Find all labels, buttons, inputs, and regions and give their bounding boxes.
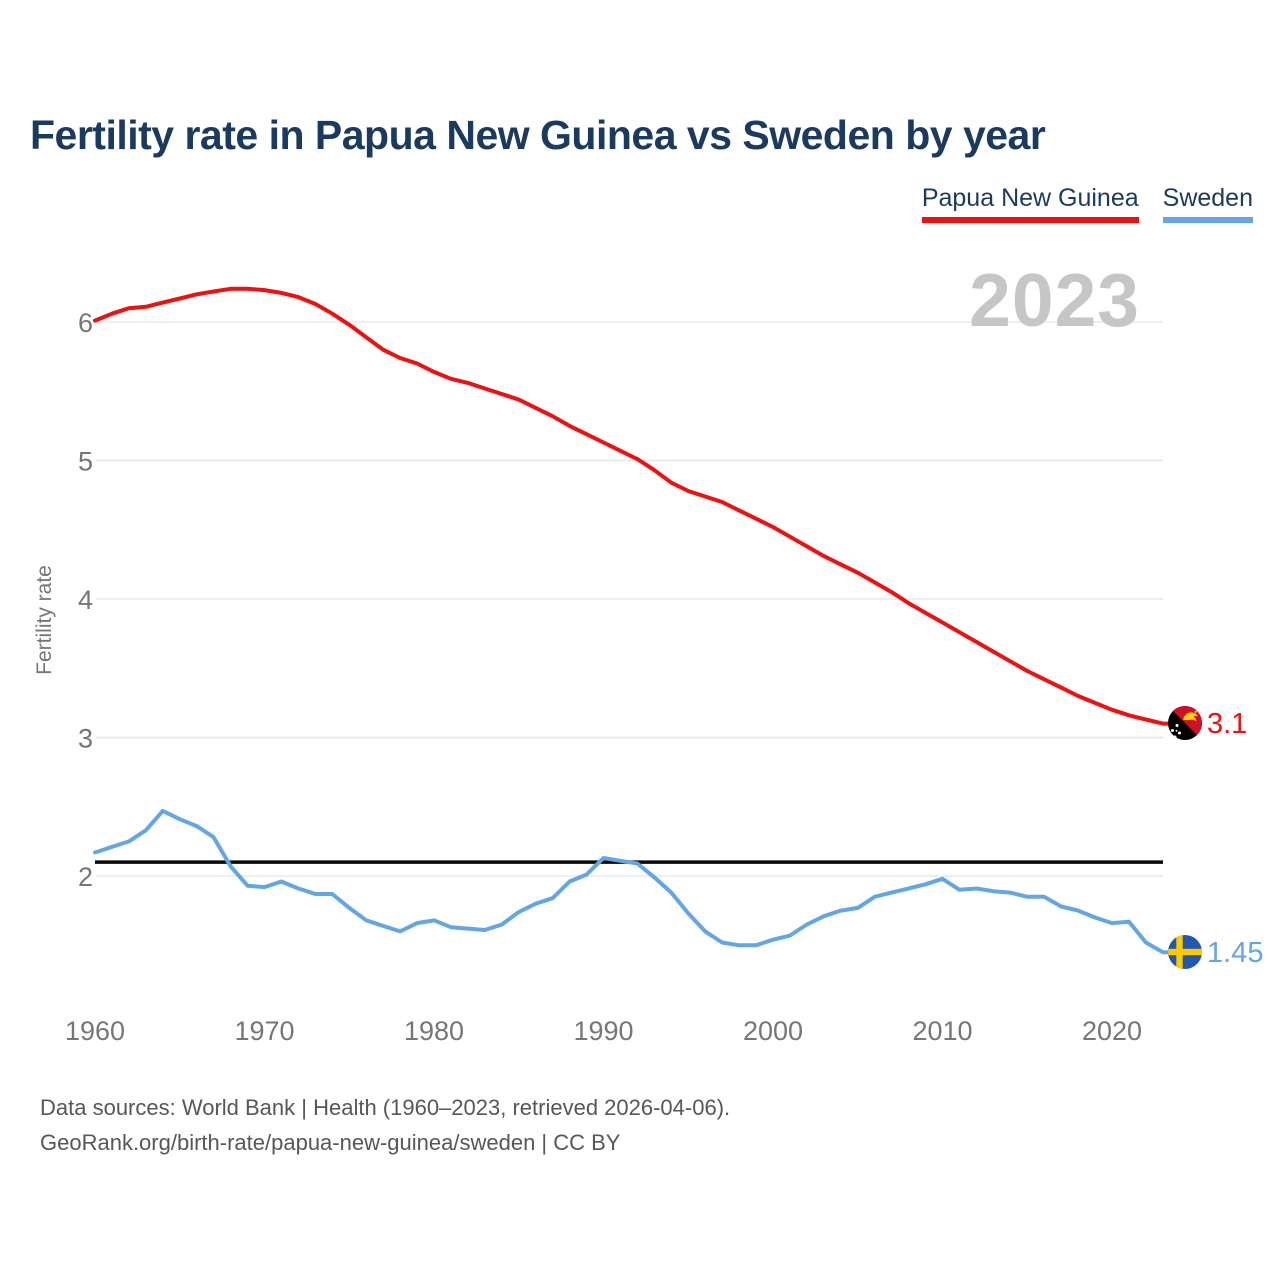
- page-title: Fertility rate in Papua New Guinea vs Sw…: [30, 112, 1046, 158]
- gridlines: 2 3 4 5 6 1960 1970 1980 1990 2000 2010 2020: [65, 308, 1163, 1046]
- x-tick-label-1980: 1980: [404, 1016, 464, 1046]
- footer-attribution: GeoRank.org/birth-rate/papua-new-guinea/…: [40, 1130, 621, 1155]
- sweden-flag-icon: [1168, 935, 1202, 969]
- y-tick-label-2: 2: [78, 862, 93, 892]
- series-line-papua-new-guinea: [93, 286, 1172, 726]
- x-tick-label-2010: 2010: [912, 1016, 972, 1046]
- y-tick-label-4: 4: [78, 585, 93, 615]
- footer: Data sources: World Bank | Health (1960–…: [40, 1090, 730, 1160]
- legend-label-sweden: Sweden: [1162, 184, 1253, 212]
- x-tick-label-2020: 2020: [1082, 1016, 1142, 1046]
- footer-data-sources: Data sources: World Bank | Health (1960–…: [40, 1095, 731, 1120]
- x-tick-label-1960: 1960: [65, 1016, 125, 1046]
- legend-label-papua-new-guinea: Papua New Guinea: [921, 184, 1139, 212]
- x-tick-label-1970: 1970: [234, 1016, 294, 1046]
- x-tick-label-1990: 1990: [573, 1016, 633, 1046]
- y-tick-label-3: 3: [78, 724, 93, 754]
- series-lines: [93, 286, 1172, 955]
- legend: Papua New Guinea Sweden: [921, 184, 1253, 223]
- sweden-end-value: 1.45: [1207, 937, 1263, 969]
- series-line-sweden: [93, 808, 1172, 955]
- papua-new-guinea-flag-icon: [1168, 706, 1202, 740]
- year-watermark: 2023: [969, 258, 1140, 342]
- x-tick-label-2000: 2000: [743, 1016, 803, 1046]
- y-tick-label-5: 5: [78, 447, 93, 477]
- y-tick-label-6: 6: [78, 308, 93, 338]
- legend-item-papua-new-guinea[interactable]: Papua New Guinea: [921, 184, 1139, 223]
- papua-new-guinea-end-value: 3.1: [1207, 708, 1247, 740]
- legend-item-sweden[interactable]: Sweden: [1162, 184, 1253, 223]
